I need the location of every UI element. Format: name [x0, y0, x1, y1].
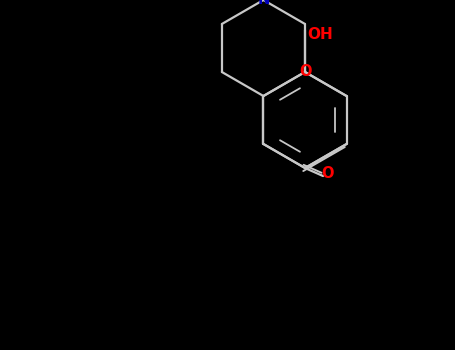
Text: N: N: [257, 0, 270, 7]
Text: O: O: [299, 64, 311, 79]
Text: OH: OH: [307, 27, 333, 42]
Text: O: O: [321, 166, 334, 181]
